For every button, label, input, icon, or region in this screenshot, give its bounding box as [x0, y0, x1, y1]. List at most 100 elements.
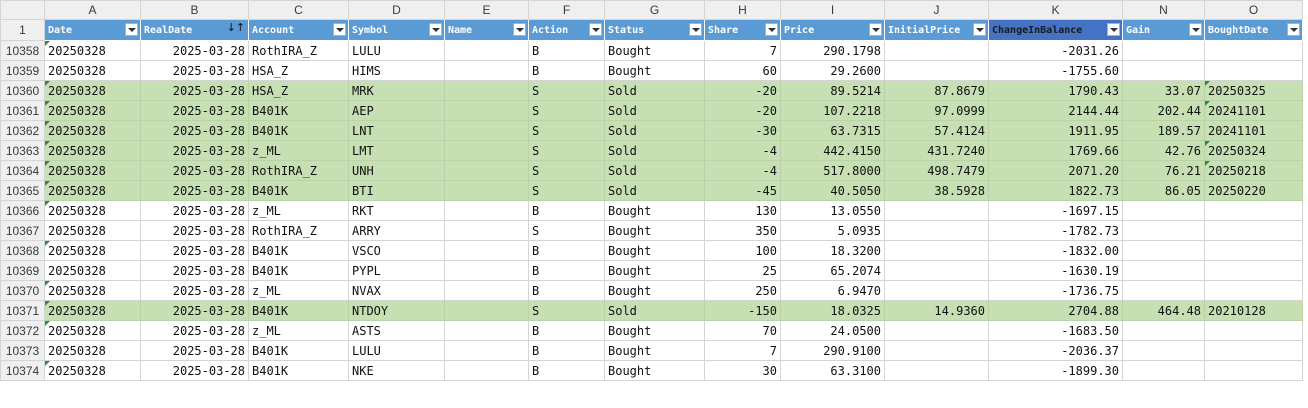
date-cell[interactable]: 20250328: [44, 320, 141, 341]
row-header[interactable]: 10367: [0, 220, 45, 241]
action-cell[interactable]: S: [528, 100, 605, 121]
share-cell[interactable]: -4: [704, 140, 781, 161]
account-cell[interactable]: B401K: [248, 100, 349, 121]
boughtdate-cell[interactable]: [1204, 360, 1303, 381]
initialprice-cell[interactable]: 97.0999: [884, 100, 989, 121]
account-cell[interactable]: B401K: [248, 120, 349, 141]
filter-dropdown-icon[interactable]: [1107, 23, 1120, 36]
column-header-h[interactable]: H: [704, 0, 781, 20]
action-cell[interactable]: B: [528, 280, 605, 301]
symbol-cell[interactable]: LMT: [348, 140, 445, 161]
action-cell[interactable]: S: [528, 120, 605, 141]
share-cell[interactable]: 7: [704, 340, 781, 361]
filter-dropdown-icon[interactable]: [589, 23, 602, 36]
header-cell-changeinbalance[interactable]: ChangeInBalance: [988, 19, 1123, 41]
account-cell[interactable]: B401K: [248, 240, 349, 261]
account-cell[interactable]: B401K: [248, 300, 349, 321]
price-cell[interactable]: 89.5214: [780, 80, 885, 101]
select-all-corner[interactable]: [0, 0, 45, 20]
header-cell-status[interactable]: Status: [604, 19, 705, 41]
change-cell[interactable]: 2144.44: [988, 100, 1123, 121]
column-header-b[interactable]: B: [140, 0, 249, 20]
price-cell[interactable]: 290.9100: [780, 340, 885, 361]
account-cell[interactable]: z_ML: [248, 200, 349, 221]
action-cell[interactable]: S: [528, 80, 605, 101]
name-cell[interactable]: [444, 140, 529, 161]
boughtdate-cell[interactable]: [1204, 220, 1303, 241]
date-cell[interactable]: 20250328: [44, 280, 141, 301]
change-cell[interactable]: -1630.19: [988, 260, 1123, 281]
date-cell[interactable]: 20250328: [44, 160, 141, 181]
gain-cell[interactable]: 86.05: [1122, 180, 1205, 201]
name-cell[interactable]: [444, 100, 529, 121]
symbol-cell[interactable]: NVAX: [348, 280, 445, 301]
gain-cell[interactable]: 202.44: [1122, 100, 1205, 121]
realdate-cell[interactable]: 2025-03-28: [140, 300, 249, 321]
name-cell[interactable]: [444, 280, 529, 301]
filter-dropdown-icon[interactable]: [333, 23, 346, 36]
change-cell[interactable]: 2071.20: [988, 160, 1123, 181]
symbol-cell[interactable]: VSCO: [348, 240, 445, 261]
symbol-cell[interactable]: NTDOY: [348, 300, 445, 321]
name-cell[interactable]: [444, 200, 529, 221]
status-cell[interactable]: Sold: [604, 120, 705, 141]
gain-cell[interactable]: 42.76: [1122, 140, 1205, 161]
row-header[interactable]: 10359: [0, 60, 45, 81]
share-cell[interactable]: 100: [704, 240, 781, 261]
date-cell[interactable]: 20250328: [44, 120, 141, 141]
symbol-cell[interactable]: ARRY: [348, 220, 445, 241]
filter-dropdown-icon[interactable]: [973, 23, 986, 36]
date-cell[interactable]: 20250328: [44, 140, 141, 161]
symbol-cell[interactable]: BTI: [348, 180, 445, 201]
boughtdate-cell[interactable]: [1204, 280, 1303, 301]
realdate-cell[interactable]: 2025-03-28: [140, 60, 249, 81]
share-cell[interactable]: -150: [704, 300, 781, 321]
symbol-cell[interactable]: ASTS: [348, 320, 445, 341]
header-cell-date[interactable]: Date: [44, 19, 141, 41]
account-cell[interactable]: z_ML: [248, 140, 349, 161]
row-header[interactable]: 10362: [0, 120, 45, 141]
change-cell[interactable]: -2036.37: [988, 340, 1123, 361]
row-header[interactable]: 10366: [0, 200, 45, 221]
symbol-cell[interactable]: UNH: [348, 160, 445, 181]
price-cell[interactable]: 24.0500: [780, 320, 885, 341]
realdate-cell[interactable]: 2025-03-28: [140, 320, 249, 341]
header-cell-action[interactable]: Action: [528, 19, 605, 41]
initialprice-cell[interactable]: 14.9360: [884, 300, 989, 321]
row-header[interactable]: 10363: [0, 140, 45, 161]
price-cell[interactable]: 40.5050: [780, 180, 885, 201]
gain-cell[interactable]: [1122, 60, 1205, 81]
column-header-g[interactable]: G: [604, 0, 705, 20]
account-cell[interactable]: HSA_Z: [248, 60, 349, 81]
initialprice-cell[interactable]: [884, 60, 989, 81]
realdate-cell[interactable]: 2025-03-28: [140, 180, 249, 201]
status-cell[interactable]: Bought: [604, 260, 705, 281]
header-cell-account[interactable]: Account: [248, 19, 349, 41]
symbol-cell[interactable]: MRK: [348, 80, 445, 101]
filter-dropdown-icon[interactable]: [429, 23, 442, 36]
change-cell[interactable]: -1899.30: [988, 360, 1123, 381]
share-cell[interactable]: 130: [704, 200, 781, 221]
action-cell[interactable]: B: [528, 260, 605, 281]
initialprice-cell[interactable]: [884, 260, 989, 281]
filter-dropdown-icon[interactable]: [765, 23, 778, 36]
realdate-cell[interactable]: 2025-03-28: [140, 40, 249, 61]
column-header-n[interactable]: N: [1122, 0, 1205, 20]
action-cell[interactable]: B: [528, 240, 605, 261]
change-cell[interactable]: 2704.88: [988, 300, 1123, 321]
realdate-cell[interactable]: 2025-03-28: [140, 220, 249, 241]
date-cell[interactable]: 20250328: [44, 240, 141, 261]
initialprice-cell[interactable]: [884, 320, 989, 341]
price-cell[interactable]: 65.2074: [780, 260, 885, 281]
realdate-cell[interactable]: 2025-03-28: [140, 80, 249, 101]
symbol-cell[interactable]: AEP: [348, 100, 445, 121]
price-cell[interactable]: 13.0550: [780, 200, 885, 221]
account-cell[interactable]: z_ML: [248, 320, 349, 341]
boughtdate-cell[interactable]: 20250325: [1204, 80, 1303, 101]
row-header[interactable]: 10372: [0, 320, 45, 341]
date-cell[interactable]: 20250328: [44, 40, 141, 61]
header-cell-price[interactable]: Price: [780, 19, 885, 41]
boughtdate-cell[interactable]: 20250220: [1204, 180, 1303, 201]
realdate-cell[interactable]: 2025-03-28: [140, 360, 249, 381]
initialprice-cell[interactable]: [884, 340, 989, 361]
